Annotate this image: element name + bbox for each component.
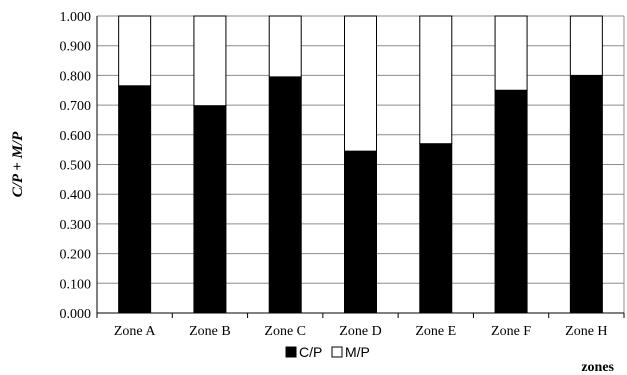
bar-mp-zone-e <box>419 15 453 145</box>
bar-cp-zone-h <box>569 74 603 314</box>
bar-cp-zone-b <box>193 105 227 314</box>
y-tick-label: 1.000 <box>60 10 92 25</box>
y-tick-label: 0.100 <box>60 277 92 292</box>
bar-cp-zone-e <box>419 143 453 314</box>
legend-swatch-mp <box>331 346 343 358</box>
x-tick-label: Zone B <box>189 324 231 339</box>
y-tick-label: 0.500 <box>60 159 92 174</box>
bar-cp-zone-a <box>118 85 152 314</box>
bar-mp-zone-c <box>268 15 302 78</box>
bars <box>118 15 603 314</box>
y-tick-label: 0.800 <box>60 69 92 84</box>
y-tick-label: 0.400 <box>60 188 92 203</box>
x-tick-label: Zone H <box>565 324 607 339</box>
bar-mp-zone-h <box>569 15 603 76</box>
axes <box>96 16 625 318</box>
x-tick-label: Zone C <box>264 324 306 339</box>
legend-swatch-cp <box>285 346 297 358</box>
y-axis-label: C/P + M/P <box>10 131 26 197</box>
bar-mp-zone-b <box>193 15 227 107</box>
y-tick-labels: 0.000 0.100 0.200 0.300 0.400 0.500 0.600 0.700… <box>60 10 92 322</box>
y-tick-label: 0.600 <box>60 129 92 144</box>
bar-cp-zone-f <box>494 89 528 314</box>
x-tick-label: Zone D <box>339 324 381 339</box>
y-tick-label: 0.700 <box>60 99 92 114</box>
bar-mp-zone-d <box>344 15 377 152</box>
x-tick-labels: Zone A Zone B Zone C Zone D Zone E Zone F Zone… <box>114 324 608 339</box>
y-tick-label: 0.200 <box>60 248 92 263</box>
y-tick-label: 0.900 <box>60 40 92 55</box>
y-tick-label: 0.300 <box>60 218 92 233</box>
bar-mp-zone-f <box>494 15 528 91</box>
bar-cp-zone-d <box>344 150 377 314</box>
bar-cp-zone-c <box>268 76 302 314</box>
bar-mp-zone-a <box>118 15 152 87</box>
legend-label-mp: M/P <box>345 344 370 360</box>
y-tick-label: 0.000 <box>60 307 92 322</box>
x-tick-label: Zone A <box>114 324 156 339</box>
x-axis-label: zones <box>581 360 614 375</box>
legend: C/P M/P <box>285 344 370 360</box>
legend-label-cp: C/P <box>299 344 322 360</box>
x-tick-label: Zone F <box>491 324 531 339</box>
x-tick-label: Zone E <box>415 324 456 339</box>
